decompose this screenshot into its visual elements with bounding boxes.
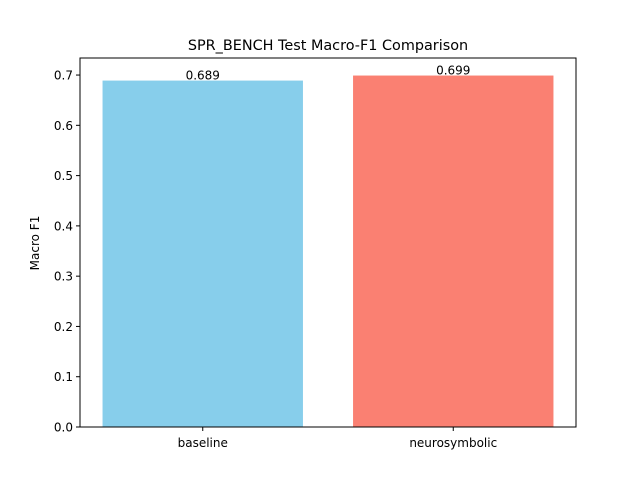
y-tick-label: 0.0 bbox=[54, 421, 73, 435]
bars bbox=[102, 75, 554, 428]
x-tick-label: neurosymbolic bbox=[409, 436, 497, 450]
x-tick-label: baseline bbox=[178, 436, 228, 450]
bar-baseline bbox=[102, 80, 303, 428]
x-axis: baseline neurosymbolic bbox=[178, 427, 497, 450]
y-tick-label: 0.5 bbox=[54, 169, 73, 183]
y-tick-label: 0.6 bbox=[54, 119, 73, 133]
chart-title: SPR_BENCH Test Macro-F1 Comparison bbox=[188, 38, 468, 54]
y-axis-label: Macro F1 bbox=[28, 216, 42, 271]
y-tick-label: 0.7 bbox=[54, 69, 73, 83]
y-tick-label: 0.4 bbox=[54, 219, 73, 233]
value-label: 0.689 bbox=[186, 69, 220, 83]
value-label: 0.699 bbox=[436, 64, 470, 78]
y-tick-label: 0.1 bbox=[54, 370, 73, 384]
plot-frame bbox=[79, 57, 577, 428]
y-tick-label: 0.3 bbox=[54, 270, 73, 284]
y-tick-label: 0.2 bbox=[54, 320, 73, 334]
bar-neurosymbolic bbox=[353, 75, 554, 427]
value-labels: 0.689 0.699 bbox=[186, 64, 471, 83]
y-axis: 0.0 0.1 0.2 0.3 0.4 0.5 0.6 0.7 bbox=[54, 69, 80, 435]
